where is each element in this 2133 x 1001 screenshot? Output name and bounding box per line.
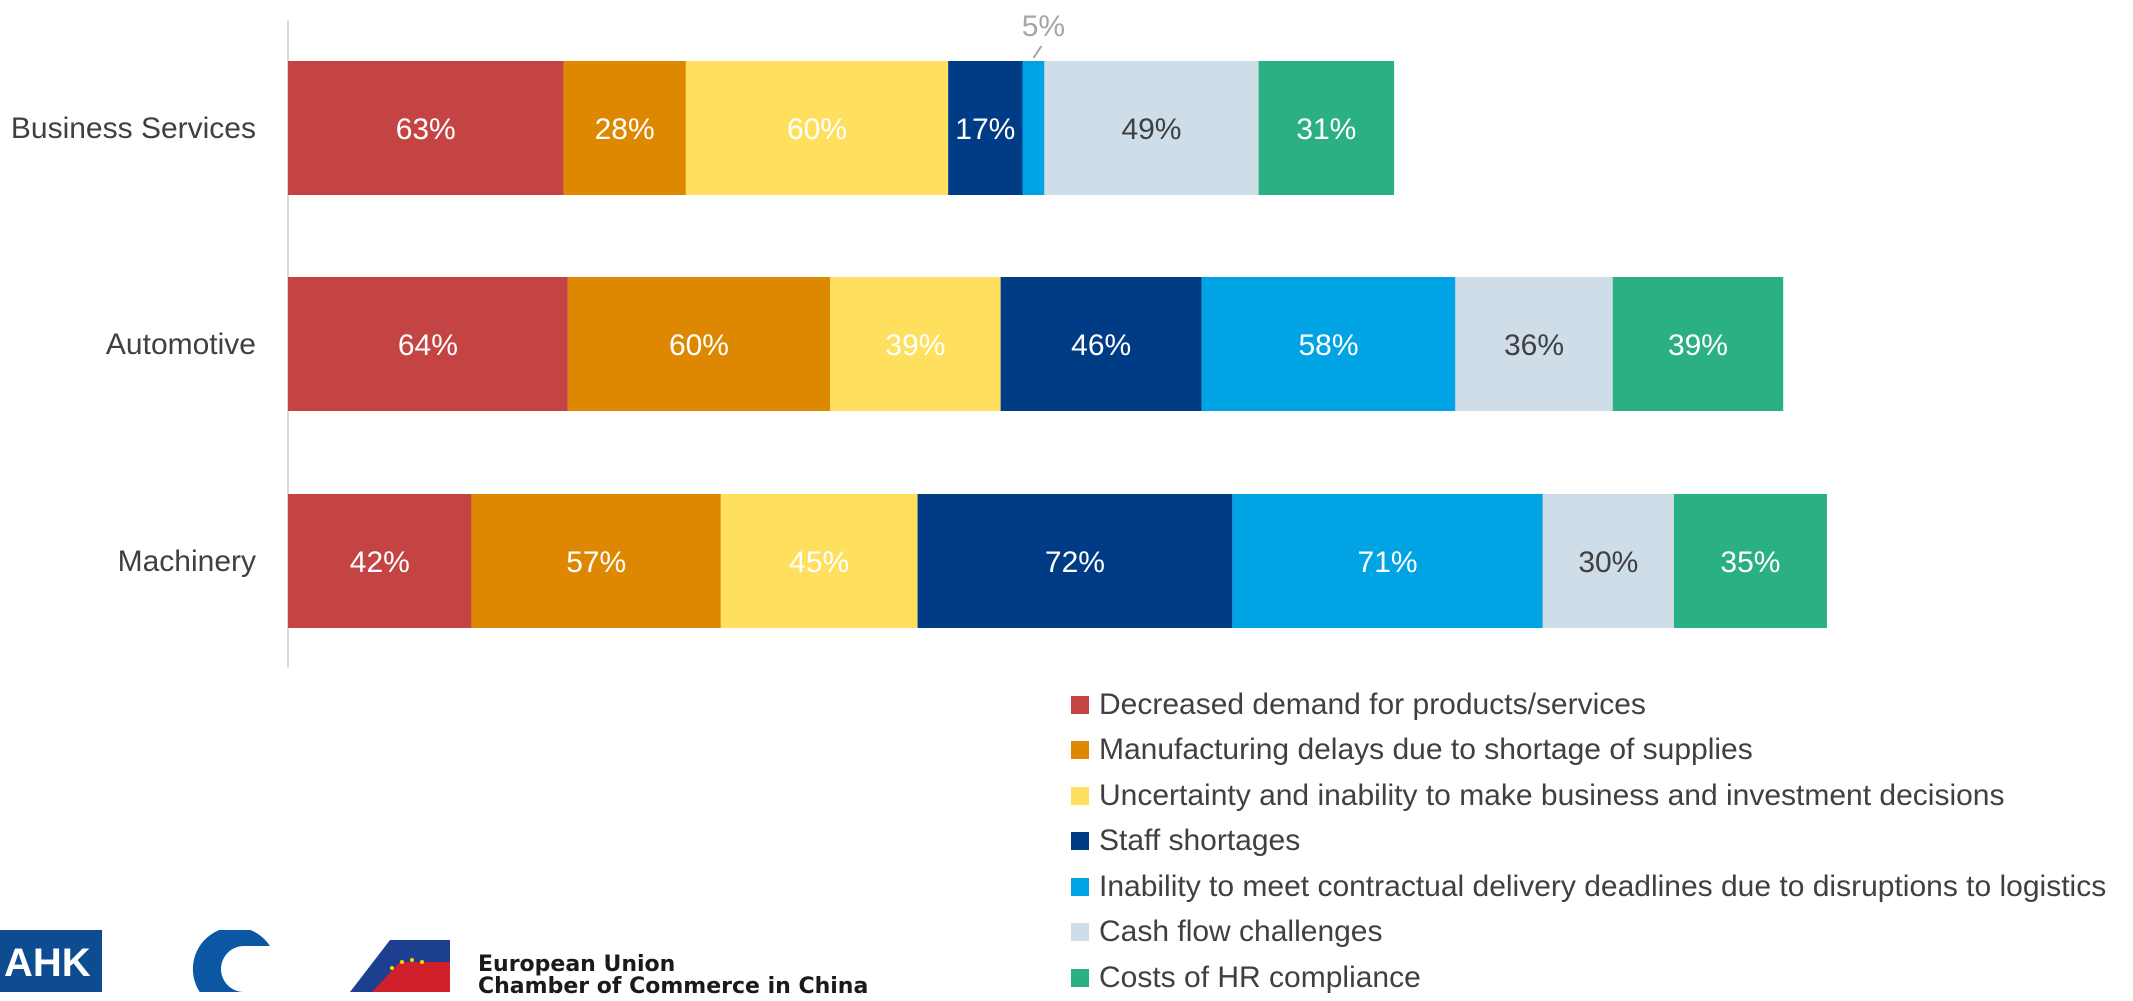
legend-swatch [1071, 741, 1089, 760]
data-label: 49% [1121, 113, 1181, 146]
eu-chamber-name: European Union Chamber of Commerce in Ch… [478, 954, 868, 998]
category-label: Business Services [11, 112, 256, 145]
data-label: 58% [1299, 329, 1359, 362]
legend-item: Manufacturing delays due to shortage of … [1071, 728, 2106, 774]
data-label: 28% [595, 113, 655, 146]
data-label: 35% [1720, 546, 1780, 579]
legend-item: Costs of HR compliance [1071, 955, 2106, 1001]
bar-segment [1022, 61, 1045, 195]
legend-item: Staff shortages [1071, 819, 2106, 865]
data-label: 30% [1578, 546, 1638, 579]
data-label-leader [1032, 45, 1043, 59]
data-label: 57% [566, 546, 626, 579]
legend-item: Cash flow challenges [1071, 910, 2106, 956]
legend-label: Inability to meet contractual delivery d… [1099, 869, 2107, 903]
eu-chamber-name-line2: Chamber of Commerce in China [478, 974, 869, 999]
legend-swatch [1071, 695, 1089, 714]
data-label: 46% [1071, 329, 1131, 362]
data-label: 17% [955, 113, 1015, 146]
legend-label: Manufacturing delays due to shortage of … [1099, 733, 1753, 767]
bar-segment [471, 494, 721, 628]
bar-segment [1201, 277, 1456, 411]
bar-segment [720, 494, 918, 628]
chart-legend: Decreased demand for products/services Ma… [1071, 682, 2106, 1001]
ahk-logo: AHK [0, 930, 102, 992]
legend-swatch [1071, 786, 1089, 805]
data-label: 64% [398, 329, 458, 362]
legend-label: Staff shortages [1099, 824, 1301, 858]
legend-label: Decreased demand for products/services [1099, 687, 1646, 721]
bar-segment [288, 494, 472, 628]
legend-swatch [1071, 968, 1089, 987]
c-shaped-logo [192, 930, 270, 992]
eu-chamber-name-line1: European Union [478, 952, 676, 977]
legend-swatch [1071, 832, 1089, 851]
bar-segment [1612, 277, 1784, 411]
category-label: Machinery [118, 545, 256, 578]
bar-segment [830, 277, 1001, 411]
legend-label: Uncertainty and inability to make busine… [1099, 778, 2005, 812]
eu-chamber-emblem [350, 940, 450, 992]
bar-segment [563, 61, 686, 195]
bar-segment [1542, 494, 1674, 628]
legend-swatch [1071, 877, 1089, 896]
data-label: 72% [1045, 546, 1105, 579]
data-label: 42% [350, 546, 410, 579]
bar-segment [917, 494, 1233, 628]
bar-segment [1258, 61, 1395, 195]
data-label: 39% [1668, 329, 1728, 362]
legend-item: Inability to meet contractual delivery d… [1071, 864, 2106, 910]
bar-segment [567, 277, 831, 411]
bar-segment [288, 277, 568, 411]
data-label: 63% [396, 113, 456, 146]
bar-segment [685, 61, 949, 195]
data-label: 5% [1022, 10, 1065, 43]
data-label: 36% [1504, 329, 1564, 362]
data-label: 31% [1296, 113, 1356, 146]
data-label: 71% [1358, 546, 1418, 579]
category-label: Automotive [106, 328, 256, 361]
bar-segment [948, 61, 1023, 195]
bar-segment [288, 61, 564, 195]
bar-segment [1455, 277, 1613, 411]
data-label: 60% [787, 113, 847, 146]
data-label: 45% [789, 546, 849, 579]
data-label: 60% [669, 329, 729, 362]
legend-label: Costs of HR compliance [1099, 960, 1421, 994]
bar-segment [1044, 61, 1259, 195]
legend-swatch [1071, 923, 1089, 942]
legend-item: Decreased demand for products/services [1071, 682, 2106, 728]
bar-segment [1232, 494, 1543, 628]
bar-segment [1673, 494, 1827, 628]
legend-label: Cash flow challenges [1099, 915, 1383, 949]
bar-segment [1000, 277, 1202, 411]
legend-item: Uncertainty and inability to make busine… [1071, 773, 2106, 819]
logo-strip: AHK European Union Chamber of Commerce i… [0, 930, 900, 998]
data-label: 39% [885, 329, 945, 362]
